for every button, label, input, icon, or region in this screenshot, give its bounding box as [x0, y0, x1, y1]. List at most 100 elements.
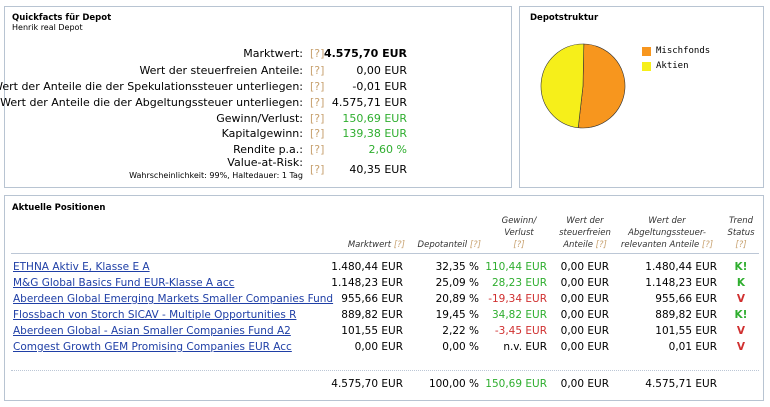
help-link[interactable]: [?] — [310, 143, 325, 156]
position-steuerfrei: 0,00 EUR — [560, 341, 609, 353]
position-abgelt: 1.480,44 EUR — [645, 261, 717, 273]
legend-label-mischfonds: Mischfonds — [656, 46, 711, 56]
total-abgelt: 4.575,71 EUR — [645, 378, 717, 390]
quickfact-value-abgeltung: 4.575,71 EUR — [331, 96, 407, 109]
trend-status: K! — [734, 261, 748, 273]
header-steuerfrei-line2: steuerfreien — [559, 228, 611, 238]
position-marktwert: 101,55 EUR — [341, 325, 403, 337]
header-divider — [11, 253, 759, 254]
help-link[interactable]: [?] — [310, 47, 325, 60]
quickfact-label-spekulation: Wert der Anteile die der Spekulationsste… — [0, 80, 303, 93]
position-abgelt: 1.148,23 EUR — [645, 277, 717, 289]
header-marktwert: Marktwert [?] — [335, 239, 405, 251]
help-link[interactable]: [?] — [310, 64, 325, 77]
position-anteil: 19,45 % — [435, 309, 479, 321]
depot-pie-chart — [540, 43, 626, 129]
quickfact-value-var: 40,35 EUR — [349, 163, 407, 176]
quickfact-label-marktwert: Marktwert: — [243, 47, 303, 60]
quickfacts-title: Quickfacts für Depot — [12, 13, 112, 23]
pie-slice-mischfonds — [577, 43, 626, 129]
help-link[interactable]: [?] — [310, 96, 325, 109]
position-abgelt: 0,01 EUR — [668, 341, 717, 353]
help-link[interactable]: [?] — [701, 240, 714, 250]
quickfact-label-var: Value-at-Risk: — [227, 156, 303, 169]
help-link[interactable]: [?] — [595, 240, 607, 250]
total-steuerfrei: 0,00 EUR — [560, 378, 609, 390]
legend-swatch-mischfonds — [642, 47, 651, 56]
help-link[interactable]: [?] — [469, 240, 481, 250]
quickfact-value-rendite: 2,60 % — [368, 143, 407, 156]
pie-slice-aktien — [540, 43, 585, 129]
quickfact-label-gewinn: Gewinn/Verlust: — [216, 112, 303, 125]
header-steuerfrei: Wert der steuerfreien Anteile [?] — [553, 215, 617, 251]
fund-link[interactable]: Comgest Growth GEM Promising Companies E… — [13, 341, 292, 353]
total-anteil: 100,00 % — [428, 378, 479, 390]
quickfact-label-kapitalgewinn: Kapitalgewinn: — [221, 127, 303, 140]
header-gewinn: Gewinn/ Verlust [?] — [491, 215, 547, 251]
fund-link[interactable]: M&G Global Basics Fund EUR-Klasse A acc — [13, 277, 235, 289]
help-link[interactable]: [?] — [513, 240, 525, 250]
quickfact-value-marktwert: 4.575,70 EUR — [323, 47, 407, 60]
quickfact-value-steuerfrei: 0,00 EUR — [356, 64, 407, 77]
help-link[interactable]: [?] — [310, 163, 325, 176]
quickfacts-panel: Quickfacts für Depot Henrik real Depot M… — [0, 6, 512, 188]
header-steuerfrei-line1: Wert der — [566, 216, 604, 226]
header-depotanteil-label: Depotanteil — [417, 240, 468, 250]
header-trend-line1: Trend — [728, 216, 754, 226]
position-abgelt: 101,55 EUR — [655, 325, 717, 337]
legend-label-aktien: Aktien — [656, 61, 689, 71]
position-anteil: 2,22 % — [442, 325, 479, 337]
header-abgelt-line3: relevanten Anteile — [620, 240, 700, 250]
position-marktwert: 1.480,44 EUR — [331, 261, 403, 273]
legend-swatch-aktien — [642, 62, 651, 71]
quickfact-sublabel-var: Wahrscheinlichkeit: 99%, Haltedauer: 1 T… — [129, 171, 303, 180]
help-link[interactable]: [?] — [393, 240, 405, 250]
position-steuerfrei: 0,00 EUR — [560, 309, 609, 321]
help-link[interactable]: [?] — [310, 80, 325, 93]
depot-name: Henrik real Depot — [12, 23, 83, 32]
fund-link[interactable]: Aberdeen Global Emerging Markets Smaller… — [13, 293, 334, 305]
header-steuerfrei-line3: Anteile — [563, 240, 593, 250]
position-abgelt: 955,66 EUR — [655, 293, 717, 305]
help-link[interactable]: [?] — [310, 127, 325, 140]
header-abgelt: Wert der Abgeltungssteuer- relevanten An… — [617, 215, 717, 251]
trend-status: K — [736, 277, 746, 289]
quickfact-label-rendite: Rendite p.a.: — [233, 143, 303, 156]
quickfact-label-steuerfrei: Wert der steuerfreien Anteile: — [139, 64, 303, 77]
position-marktwert: 1.148,23 EUR — [331, 277, 403, 289]
position-marktwert: 955,66 EUR — [341, 293, 403, 305]
position-marktwert: 889,82 EUR — [341, 309, 403, 321]
position-anteil: 0,00 % — [442, 341, 479, 353]
positions-title: Aktuelle Positionen — [12, 203, 106, 213]
position-marktwert: 0,00 EUR — [354, 341, 403, 353]
header-trend-line2: Status — [727, 228, 755, 238]
header-gewinn-line2: Verlust — [504, 228, 534, 238]
trend-status: V — [736, 341, 746, 353]
position-steuerfrei: 0,00 EUR — [560, 277, 609, 289]
fund-link[interactable]: Aberdeen Global - Asian Smaller Companie… — [13, 325, 291, 337]
header-abgelt-line2: Abgeltungssteuer- — [628, 228, 706, 238]
header-marktwert-label: Marktwert — [347, 240, 392, 250]
position-gewinn: 34,82 EUR — [491, 309, 547, 321]
position-steuerfrei: 0,00 EUR — [560, 293, 609, 305]
header-trend: Trend Status [?] — [723, 215, 759, 251]
quickfact-value-kapitalgewinn: 139,38 EUR — [342, 127, 407, 140]
position-anteil: 20,89 % — [435, 293, 479, 305]
position-gewinn: n.v. EUR — [503, 341, 547, 353]
help-link[interactable]: [?] — [310, 112, 325, 125]
position-anteil: 25,09 % — [435, 277, 479, 289]
quickfact-value-spekulation: -0,01 EUR — [352, 80, 407, 93]
trend-status: K! — [734, 309, 748, 321]
total-gewinn: 150,69 EUR — [485, 378, 547, 390]
totals-divider — [11, 370, 759, 371]
positions-panel: Aktuelle Positionen Marktwert [?] Depota… — [4, 195, 764, 401]
position-gewinn: -3,45 EUR — [494, 325, 547, 337]
fund-link[interactable]: Flossbach von Storch SICAV - Multiple Op… — [13, 309, 297, 321]
total-marktwert: 4.575,70 EUR — [331, 378, 403, 390]
position-anteil: 32,35 % — [435, 261, 479, 273]
trend-status: V — [736, 325, 746, 337]
fund-link[interactable]: ETHNA Aktiv E, Klasse E A — [13, 261, 150, 273]
help-link[interactable]: [?] — [735, 240, 747, 250]
position-steuerfrei: 0,00 EUR — [560, 325, 609, 337]
position-gewinn: -19,34 EUR — [488, 293, 547, 305]
